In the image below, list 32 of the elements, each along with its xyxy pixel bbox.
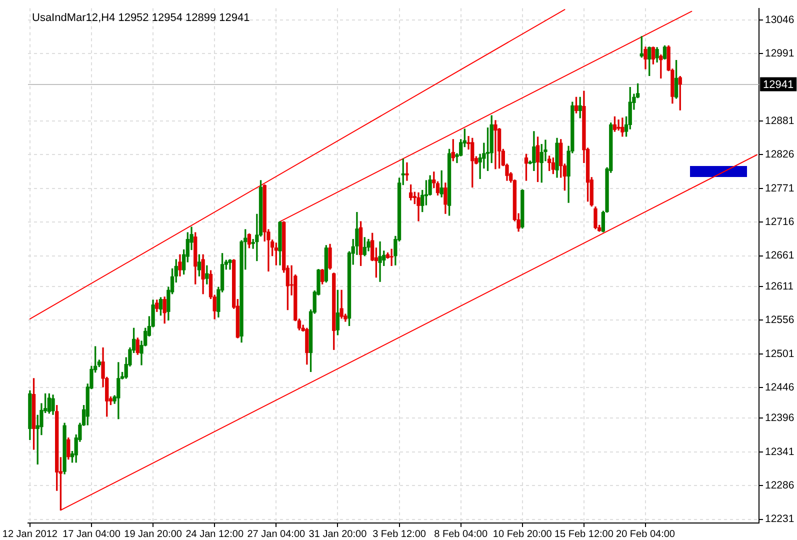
y-tick-label: 12826 [765,148,794,161]
candlestick [494,120,498,170]
x-tick-label: 12 Jan 2012 [2,528,58,540]
x-tick-label: 24 Jan 12:00 [186,528,244,540]
candlestick [405,162,409,181]
x-tick-label: 8 Feb 04:00 [434,528,488,540]
y-tick-label: 12611 [765,280,794,292]
y-tick-label: 12446 [765,381,794,394]
y-tick-label: 12396 [765,412,794,424]
x-tick-label: 31 Jan 20:00 [308,528,368,540]
candlestick [390,248,394,266]
y-tick-label: 12286 [765,480,794,492]
x-tick-label: 19 Jan 20:00 [124,528,182,540]
x-tick-label: 10 Feb 20:00 [492,528,552,540]
x-tick-label: 27 Jan 04:00 [247,528,306,540]
y-tick-label: 12881 [765,114,794,127]
y-tick-label: 12661 [765,250,794,262]
y-tick-label: 12501 [765,348,794,360]
y-tick-label: 12556 [765,314,794,326]
ref-line-label: 12941 [763,78,794,91]
x-tick-label: 20 Feb 04:00 [616,528,676,540]
y-tick-label: 12231 [765,513,794,526]
y-tick-label: 12991 [765,48,794,60]
x-tick-label: 3 Feb 12:00 [372,528,426,540]
y-tick-label: 12341 [765,446,794,458]
y-tick-label: 12771 [765,182,794,194]
chart-title: UsaIndMar12,H4 12952 12954 12899 12941 [32,12,250,24]
y-tick-label: 13046 [765,14,794,26]
candlestick [378,241,382,282]
x-tick-label: 17 Jan 04:00 [62,528,121,540]
x-tick-label: 15 Feb 12:00 [554,528,614,540]
y-tick-label: 12716 [765,216,794,228]
